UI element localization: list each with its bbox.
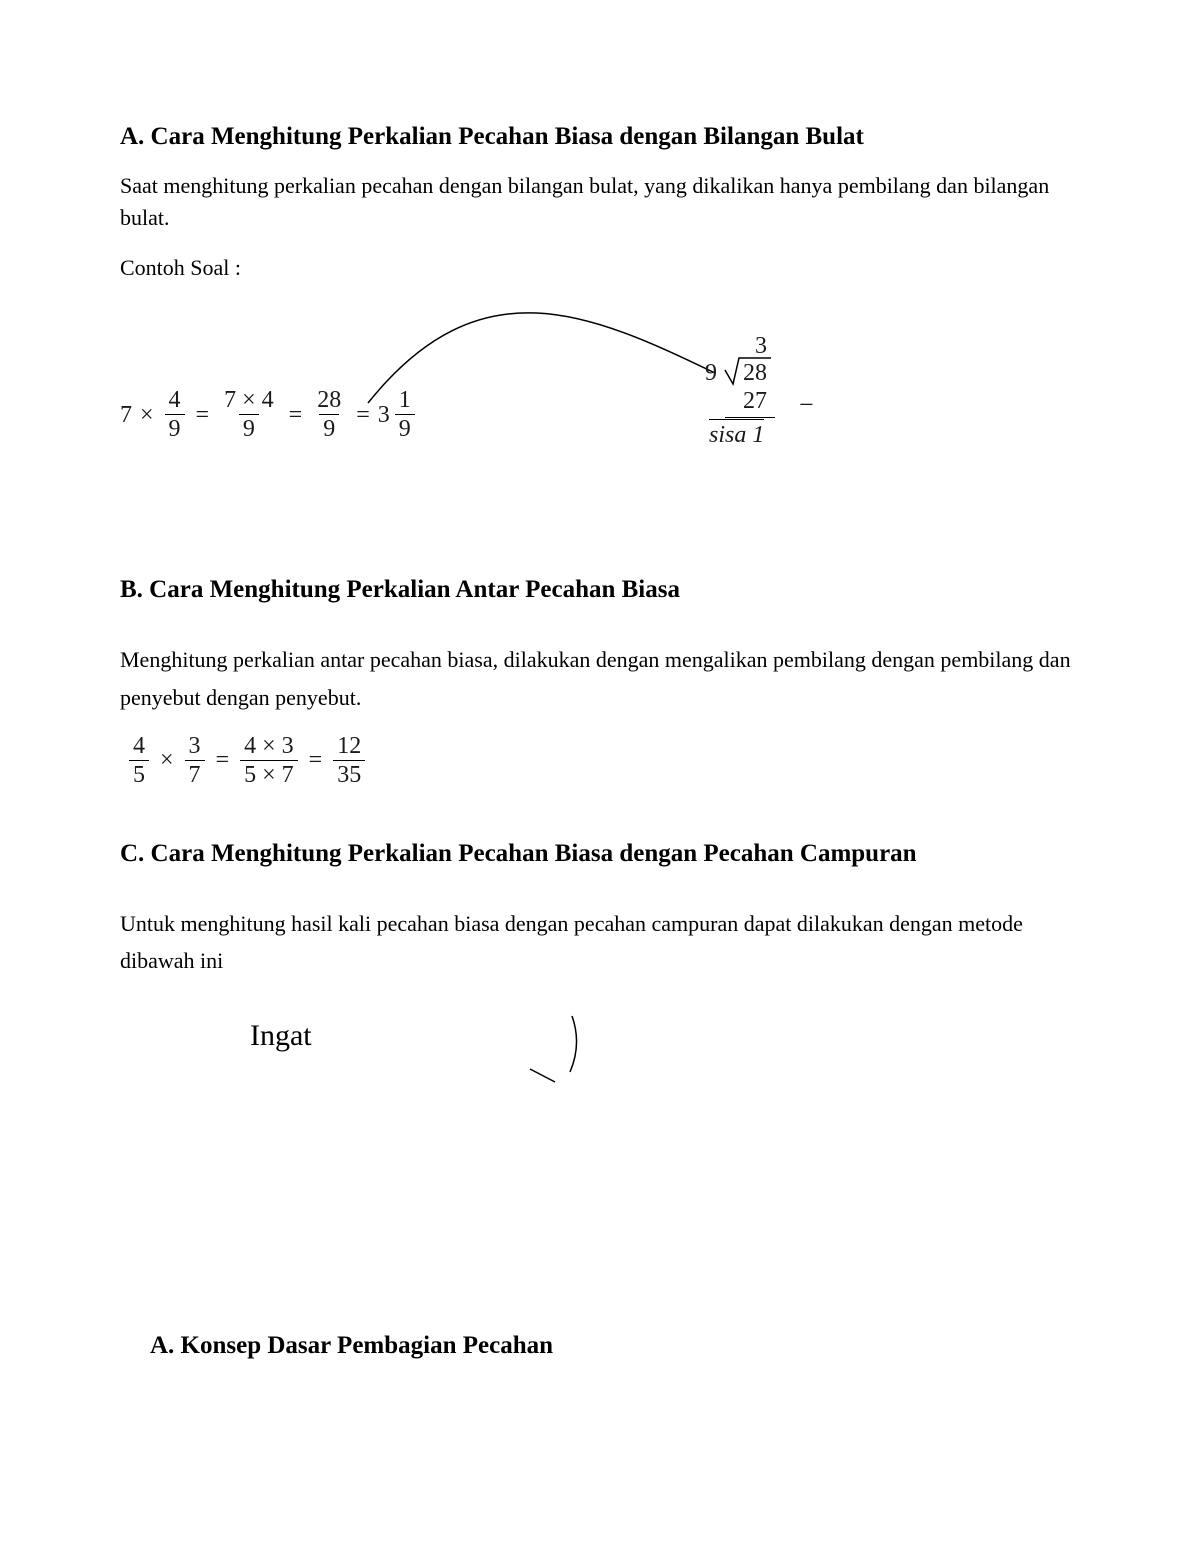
fraction-4-5: 4 5 xyxy=(129,734,149,787)
section-b-body: Menghitung perkalian antar pecahan biasa… xyxy=(120,641,1080,716)
times-symbol: × xyxy=(160,748,174,772)
fraction-4x3-5x7: 4 × 3 5 × 7 xyxy=(240,734,298,787)
fraction-7x4-9: 7 × 4 9 xyxy=(220,388,278,441)
num: 3 xyxy=(185,734,205,760)
equation-a: 7 × 4 9 = 7 × 4 9 = 28 9 = 3 1 9 xyxy=(120,388,418,441)
section-a-example-row: Contoh Soal : xyxy=(120,252,1080,284)
num: 4 × 3 xyxy=(240,734,298,760)
mixed-frac: 1 9 xyxy=(395,388,415,441)
longdiv-rule xyxy=(725,417,775,418)
eq-a-whole: 7 xyxy=(120,403,132,427)
num: 28 xyxy=(313,388,345,414)
den: 7 xyxy=(185,760,205,787)
den: 5 × 7 xyxy=(240,760,298,787)
ingat-block: Ingat xyxy=(120,1009,1080,1209)
mixed-whole: 3 xyxy=(378,403,390,427)
section-c-heading: C. Cara Menghitung Perkalian Pecahan Bia… xyxy=(120,837,1080,871)
section-a-body: Saat menghitung perkalian pecahan dengan… xyxy=(120,170,1080,234)
dividend-wrap: 28 xyxy=(723,358,773,386)
section-a-example: 7 × 4 9 = 7 × 4 9 = 28 9 = 3 1 9 xyxy=(120,293,1080,503)
section-c-body: Untuk menghitung hasil kali pecahan bias… xyxy=(120,905,1080,980)
subtraction-line: 27 xyxy=(725,388,775,414)
den: 9 xyxy=(239,414,259,441)
section-a-heading: A. Cara Menghitung Perkalian Pecahan Bia… xyxy=(120,120,1080,154)
equals-symbol: = xyxy=(289,403,303,427)
den: 9 xyxy=(395,414,415,441)
equation-b: 4 5 × 3 7 = 4 × 3 5 × 7 = 12 35 xyxy=(126,734,1080,787)
num: 1 xyxy=(395,388,415,414)
equals-symbol: = xyxy=(356,403,370,427)
den: 9 xyxy=(319,414,339,441)
radical-icon xyxy=(723,356,773,388)
long-division: 3 9 28 27 sisa 1 − xyxy=(705,333,775,448)
minus-symbol: − xyxy=(799,391,814,420)
num: 7 × 4 xyxy=(220,388,278,414)
fraction-12-35: 12 35 xyxy=(333,734,365,787)
ingat-bracket-icon xyxy=(500,1014,620,1094)
contoh-soal-label: Contoh Soal : xyxy=(120,252,241,284)
den: 5 xyxy=(129,760,149,787)
document-page: A. Cara Menghitung Perkalian Pecahan Bia… xyxy=(0,0,1200,1553)
num: 4 xyxy=(129,734,149,760)
den: 35 xyxy=(333,760,365,787)
longdiv-row: 9 28 xyxy=(705,358,775,386)
equals-symbol: = xyxy=(216,748,230,772)
mixed-3-1-9: 3 1 9 xyxy=(378,388,418,441)
num: 4 xyxy=(165,388,185,414)
den: 9 xyxy=(165,414,185,441)
remainder-text: sisa 1 xyxy=(709,419,764,448)
section-d-heading: A. Konsep Dasar Pembagian Pecahan xyxy=(120,1329,1080,1363)
section-b-heading: B. Cara Menghitung Perkalian Antar Pecah… xyxy=(120,573,1080,607)
equals-symbol: = xyxy=(309,748,323,772)
ingat-label: Ingat xyxy=(250,1019,312,1053)
fraction-3-7: 3 7 xyxy=(185,734,205,787)
equals-symbol: = xyxy=(196,403,210,427)
times-symbol: × xyxy=(140,403,154,427)
fraction-4-9: 4 9 xyxy=(165,388,185,441)
remainder: sisa 1 xyxy=(709,422,775,448)
divisor: 9 xyxy=(705,358,723,386)
fraction-28-9: 28 9 xyxy=(313,388,345,441)
num: 12 xyxy=(333,734,365,760)
